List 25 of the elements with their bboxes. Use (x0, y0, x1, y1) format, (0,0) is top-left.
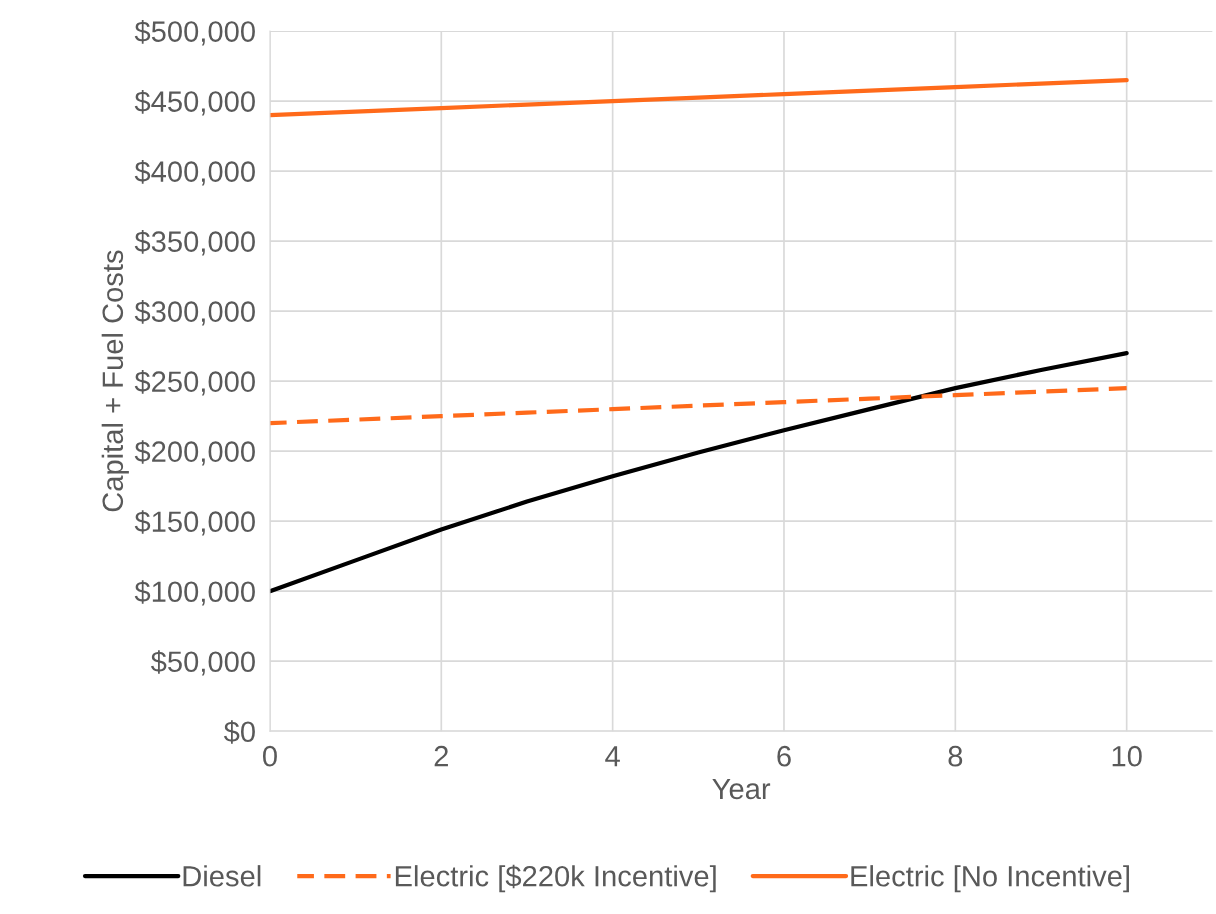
legend-label: Electric [No Incentive] (851, 865, 1129, 893)
x-tick-label: 8 (948, 745, 963, 767)
x-tick-label: 10 (1112, 745, 1142, 767)
x-tick-label: 6 (777, 745, 791, 767)
legend-label: Electric [$220k Incentive] (395, 864, 716, 893)
x-axis-title: Year (712, 778, 771, 800)
y-axis-title: Capital + Fuel Costs (101, 250, 129, 512)
legend-label: Diesel (183, 865, 261, 887)
y-tick-label: $500,000 (134, 20, 255, 46)
x-tick-label: 4 (605, 746, 620, 767)
y-tick-label: $50,000 (150, 650, 255, 676)
y-tick-label: $100,000 (134, 580, 255, 606)
y-tick-label: $350,000 (134, 230, 255, 256)
y-tick-label: $250,000 (134, 370, 255, 396)
y-tick-label: $150,000 (134, 510, 255, 536)
y-tick-label: $400,000 (134, 160, 255, 186)
line-series (269, 386, 1129, 426)
y-tick-label: $300,000 (134, 300, 255, 326)
line-series (269, 77, 1129, 118)
y-tick-label: $450,000 (134, 90, 255, 116)
x-tick-label: 0 (262, 745, 277, 767)
y-tick-label: $0 (223, 720, 255, 744)
x-tick-label: 2 (434, 745, 448, 767)
line-series (269, 351, 1129, 594)
y-tick-label: $200,000 (134, 440, 255, 466)
